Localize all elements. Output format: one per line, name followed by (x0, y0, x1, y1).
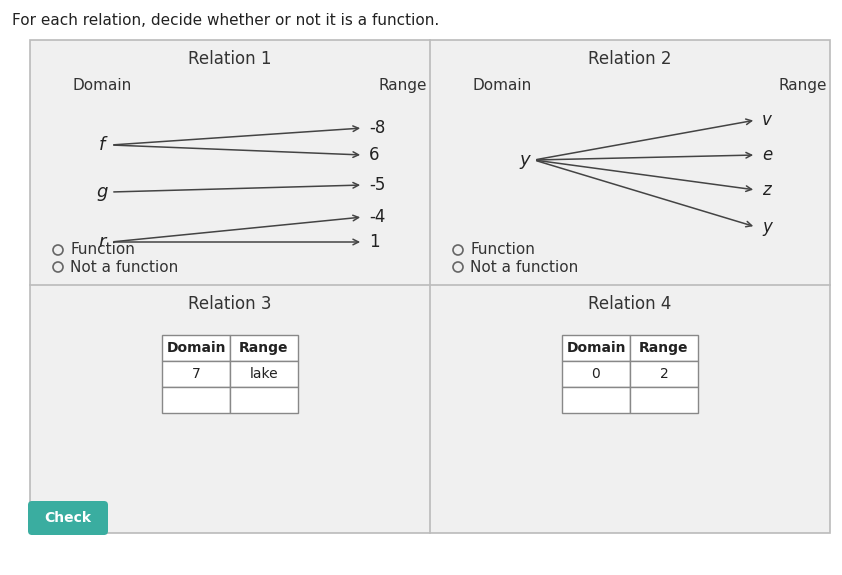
Text: Domain: Domain (567, 341, 626, 355)
Text: 0: 0 (592, 367, 600, 381)
Bar (162, 361, 230, 387)
Bar (30, 40, 830, 533)
Text: Domain: Domain (72, 78, 131, 93)
Text: Relation 2: Relation 2 (589, 50, 672, 68)
Text: f: f (99, 136, 105, 154)
Text: lake: lake (250, 367, 279, 381)
Text: v: v (762, 111, 772, 129)
Text: Domain: Domain (472, 78, 531, 93)
Text: Range: Range (778, 78, 827, 93)
Text: -5: -5 (369, 176, 386, 194)
Bar (230, 335, 298, 361)
Bar (630, 361, 698, 387)
Text: Not a function: Not a function (70, 259, 179, 274)
Text: Check: Check (45, 511, 92, 525)
Text: y: y (762, 218, 772, 236)
Bar (562, 335, 630, 361)
Bar (162, 387, 230, 413)
Text: Relation 1: Relation 1 (189, 50, 272, 68)
Text: Range: Range (239, 341, 289, 355)
Text: 2: 2 (659, 367, 669, 381)
Text: Function: Function (70, 243, 135, 258)
Bar (630, 335, 698, 361)
Text: g: g (96, 183, 108, 201)
Text: Not a function: Not a function (470, 259, 578, 274)
Bar (230, 361, 298, 387)
Text: Range: Range (378, 78, 427, 93)
Text: Range: Range (639, 341, 689, 355)
Text: -8: -8 (369, 119, 386, 137)
Text: -4: -4 (369, 208, 386, 226)
Text: z: z (762, 181, 770, 199)
Text: Domain: Domain (166, 341, 226, 355)
Text: y: y (520, 151, 530, 169)
FancyBboxPatch shape (28, 501, 108, 535)
Text: Function: Function (470, 243, 535, 258)
Bar (630, 387, 698, 413)
Text: e: e (762, 146, 772, 164)
Text: 6: 6 (369, 146, 380, 164)
Text: For each relation, decide whether or not it is a function.: For each relation, decide whether or not… (12, 13, 440, 28)
Text: Relation 4: Relation 4 (589, 295, 672, 313)
Bar (230, 387, 298, 413)
Text: r: r (99, 233, 106, 251)
Bar (162, 335, 230, 361)
Text: 7: 7 (192, 367, 200, 381)
Text: Relation 3: Relation 3 (189, 295, 272, 313)
Bar (562, 361, 630, 387)
Bar (562, 387, 630, 413)
Text: 1: 1 (369, 233, 380, 251)
